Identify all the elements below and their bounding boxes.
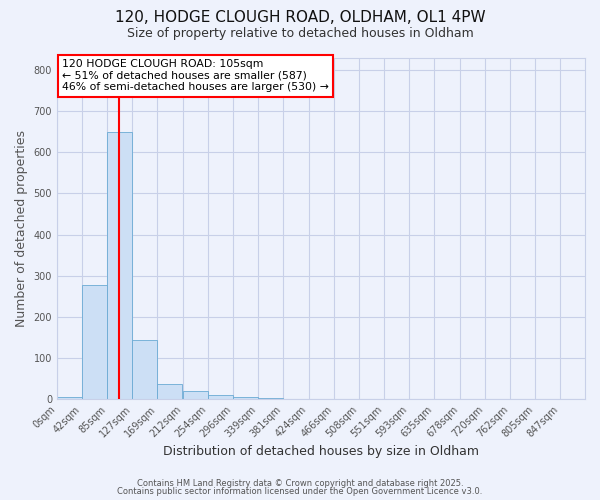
Bar xyxy=(183,391,208,399)
Bar xyxy=(157,384,182,399)
X-axis label: Distribution of detached houses by size in Oldham: Distribution of detached houses by size … xyxy=(163,444,479,458)
Bar xyxy=(57,397,82,399)
Text: Size of property relative to detached houses in Oldham: Size of property relative to detached ho… xyxy=(127,28,473,40)
Text: Contains HM Land Registry data © Crown copyright and database right 2025.: Contains HM Land Registry data © Crown c… xyxy=(137,478,463,488)
Bar xyxy=(233,397,257,399)
Text: 120 HODGE CLOUGH ROAD: 105sqm
← 51% of detached houses are smaller (587)
46% of : 120 HODGE CLOUGH ROAD: 105sqm ← 51% of d… xyxy=(62,59,329,92)
Bar xyxy=(82,284,107,399)
Text: 120, HODGE CLOUGH ROAD, OLDHAM, OL1 4PW: 120, HODGE CLOUGH ROAD, OLDHAM, OL1 4PW xyxy=(115,10,485,25)
Bar xyxy=(133,340,157,399)
Y-axis label: Number of detached properties: Number of detached properties xyxy=(15,130,28,327)
Bar xyxy=(208,395,233,399)
Bar xyxy=(107,132,133,399)
Text: Contains public sector information licensed under the Open Government Licence v3: Contains public sector information licen… xyxy=(118,487,482,496)
Bar xyxy=(258,398,283,399)
